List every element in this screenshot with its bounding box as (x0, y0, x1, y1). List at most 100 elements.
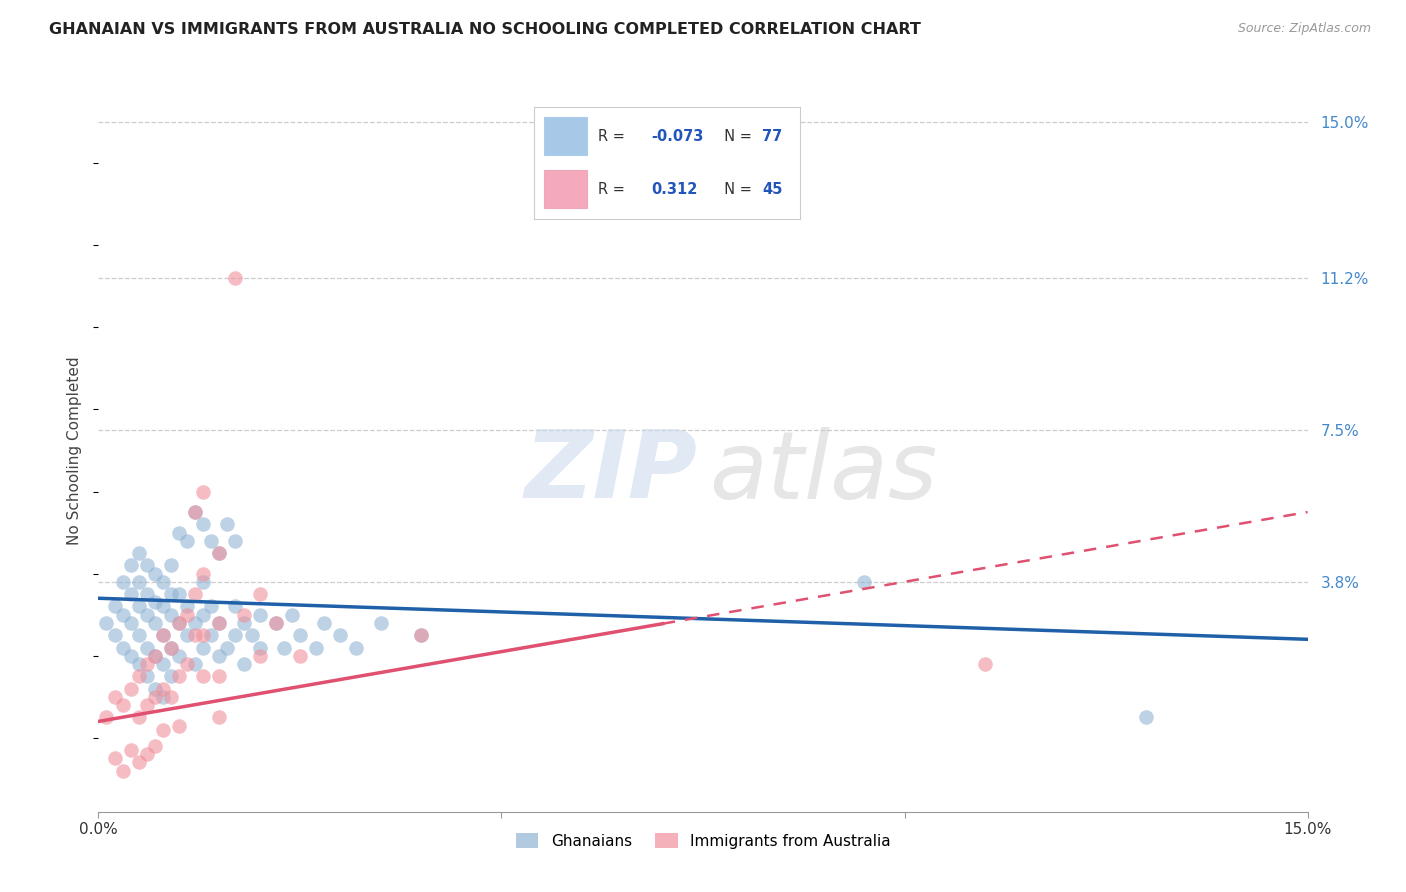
Point (135, 587, 157, 601)
Point (96, 710, 118, 724)
Point (135, 747, 157, 762)
Text: atlas: atlas (709, 426, 938, 517)
Point (128, 710, 150, 724)
Point (193, 574, 215, 589)
Point (264, 615, 287, 630)
Point (208, 669, 231, 683)
Point (167, 525, 190, 540)
Point (184, 505, 207, 519)
Legend: Ghanaians, Immigrants from Australia: Ghanaians, Immigrants from Australia (509, 827, 897, 855)
Point (224, 533, 246, 548)
Point (224, 628, 246, 642)
Point (249, 587, 271, 601)
Point (288, 648, 311, 663)
Point (120, 615, 142, 630)
Point (128, 628, 150, 642)
Point (152, 657, 174, 671)
Point (184, 587, 207, 601)
Point (176, 599, 198, 614)
Point (193, 628, 215, 642)
Point (152, 690, 174, 704)
Point (167, 669, 190, 683)
Point (176, 628, 198, 642)
Point (240, 628, 263, 642)
Point (208, 710, 231, 724)
Point (111, 607, 134, 622)
Point (232, 607, 254, 622)
Point (232, 615, 254, 630)
Point (1135, 710, 1157, 724)
Point (128, 546, 150, 560)
Point (103, 751, 125, 765)
Point (167, 615, 190, 630)
Point (208, 615, 231, 630)
Point (224, 599, 246, 614)
Point (224, 271, 246, 285)
Point (344, 640, 367, 655)
Point (160, 607, 183, 622)
Point (135, 669, 157, 683)
Point (103, 599, 125, 614)
Point (853, 574, 876, 589)
Point (128, 599, 150, 614)
Point (96, 615, 118, 630)
Point (217, 640, 239, 655)
Point (184, 615, 207, 630)
Point (128, 756, 150, 770)
Point (160, 640, 183, 655)
Point (208, 546, 231, 560)
Point (409, 628, 432, 642)
Point (111, 574, 134, 589)
Point (135, 640, 157, 655)
Point (264, 615, 287, 630)
Point (143, 566, 166, 581)
Point (152, 681, 174, 696)
Point (232, 657, 254, 671)
Point (167, 587, 190, 601)
Point (143, 681, 166, 696)
Point (314, 615, 336, 630)
Point (193, 640, 215, 655)
Point (103, 628, 125, 642)
Point (120, 648, 142, 663)
Point (193, 607, 215, 622)
Point (200, 533, 222, 548)
Point (135, 558, 157, 573)
Point (143, 648, 166, 663)
Text: GHANAIAN VS IMMIGRANTS FROM AUSTRALIA NO SCHOOLING COMPLETED CORRELATION CHART: GHANAIAN VS IMMIGRANTS FROM AUSTRALIA NO… (49, 22, 921, 37)
Point (111, 764, 134, 778)
Point (120, 681, 142, 696)
Point (208, 615, 231, 630)
Point (193, 484, 215, 499)
Point (217, 517, 239, 532)
Point (120, 743, 142, 757)
Point (288, 628, 311, 642)
Point (176, 533, 198, 548)
Point (160, 558, 183, 573)
Point (281, 607, 304, 622)
Y-axis label: No Schooling Completed: No Schooling Completed (67, 356, 83, 545)
Point (120, 558, 142, 573)
Point (249, 607, 271, 622)
Point (184, 628, 207, 642)
Point (208, 546, 231, 560)
Point (409, 628, 432, 642)
Point (974, 657, 997, 671)
Point (143, 648, 166, 663)
Point (249, 648, 271, 663)
Point (160, 587, 183, 601)
Point (128, 574, 150, 589)
Point (160, 640, 183, 655)
Point (305, 640, 328, 655)
Point (152, 628, 174, 642)
Point (111, 640, 134, 655)
Point (193, 566, 215, 581)
Point (176, 657, 198, 671)
Point (152, 574, 174, 589)
Point (143, 739, 166, 753)
Point (143, 615, 166, 630)
Point (143, 595, 166, 609)
Point (184, 505, 207, 519)
Point (167, 718, 190, 732)
Point (273, 640, 295, 655)
